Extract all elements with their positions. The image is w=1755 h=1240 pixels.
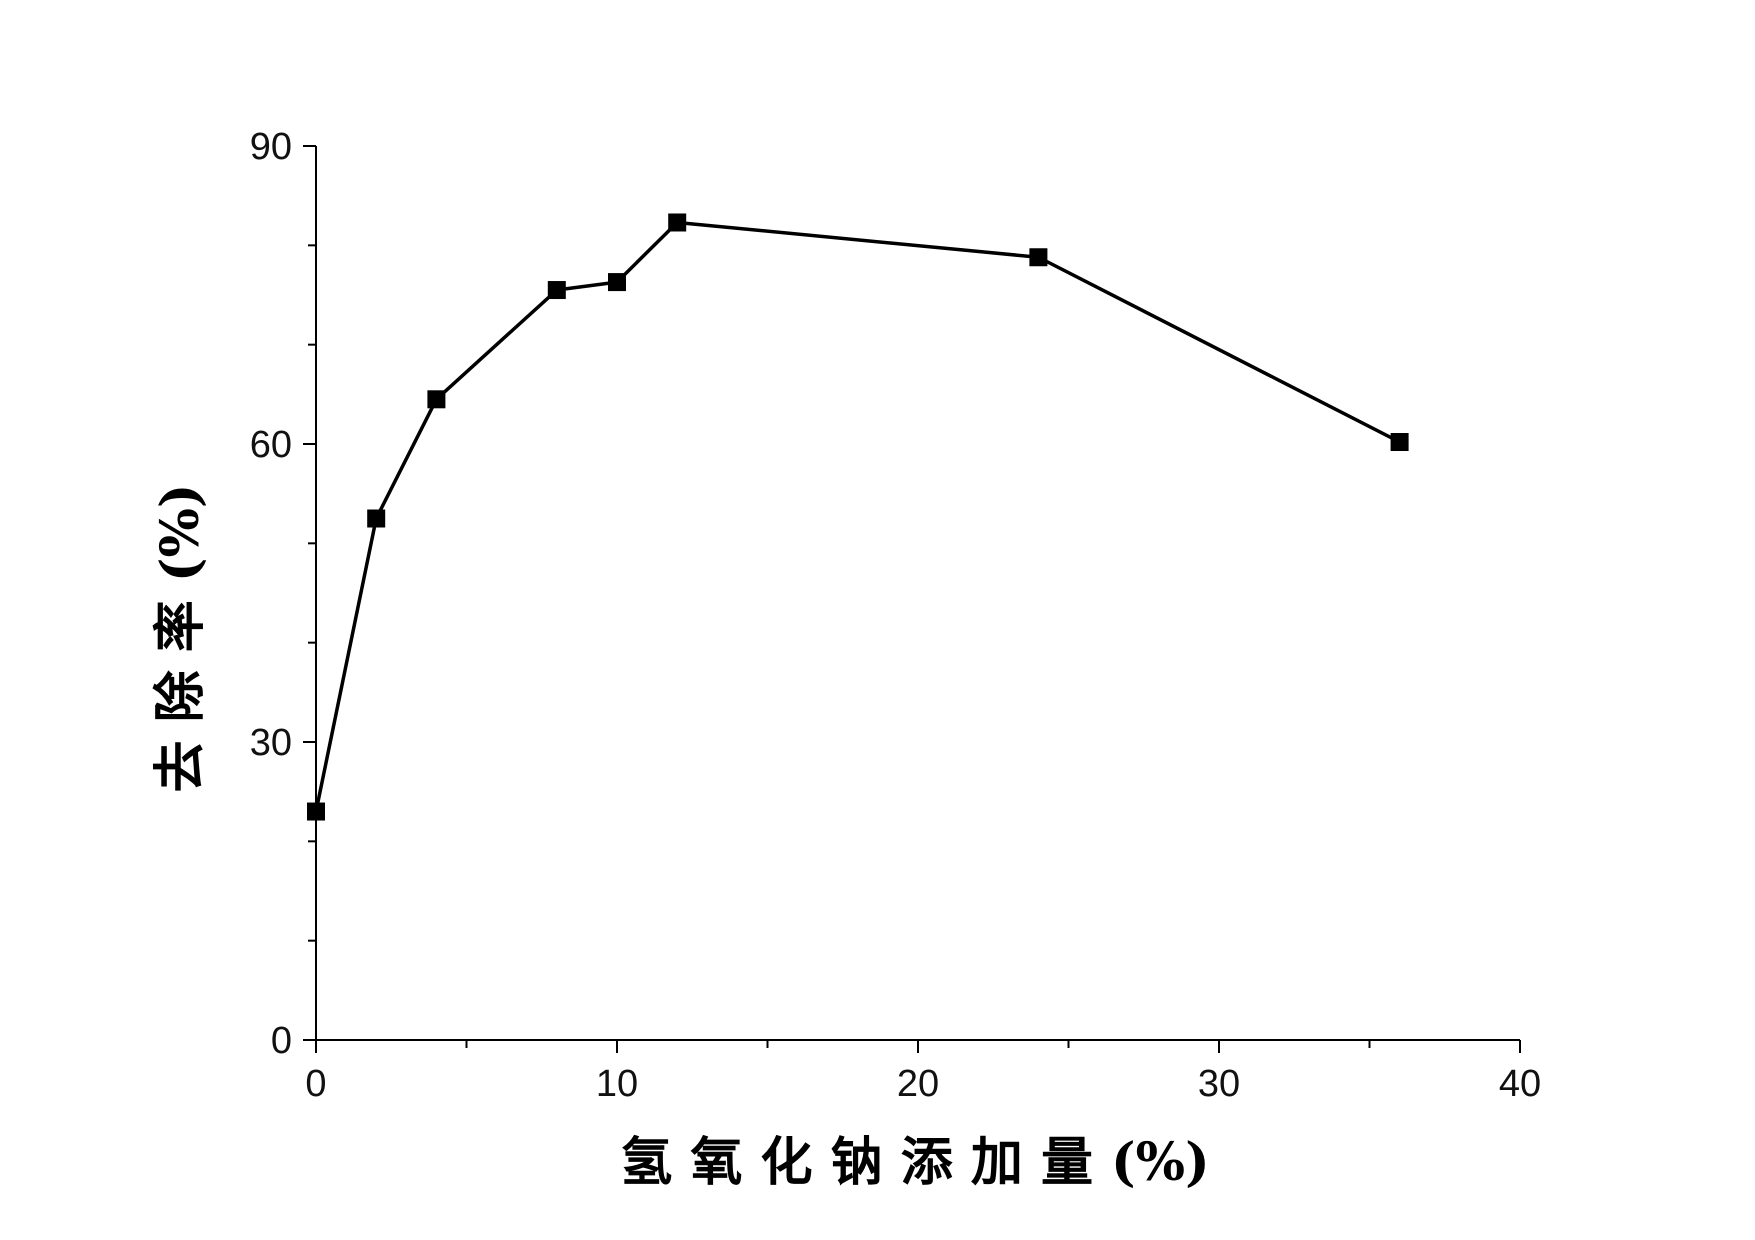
x-tick-label: 40: [1499, 1063, 1541, 1105]
data-point-marker: [668, 213, 687, 232]
y-axis-title: 去 除 率 (%): [150, 484, 211, 793]
x-tick-label: 0: [305, 1063, 326, 1105]
tick-labels: 0 10 20 30 40 0 30 60 90: [250, 126, 1541, 1105]
ticks: [303, 145, 1521, 1053]
y-tick-label: 60: [250, 424, 292, 466]
x-tick-label: 30: [1198, 1063, 1240, 1105]
data-point-marker: [367, 509, 386, 528]
data-point-marker: [547, 281, 566, 300]
series: [307, 213, 1409, 821]
y-tick-label: 90: [250, 126, 292, 168]
x-tick-label: 20: [897, 1063, 939, 1105]
y-tick-label: 30: [250, 722, 292, 764]
data-point-marker: [307, 802, 325, 821]
data-point-marker: [1390, 433, 1409, 452]
data-point-marker: [1029, 248, 1048, 267]
data-point-marker: [427, 390, 446, 409]
series-line: [314, 220, 1401, 812]
x-axis-title: 氢 氧 化 钠 添 加 量 (%): [620, 1132, 1209, 1193]
axes: [315, 146, 1520, 1041]
x-tick-label: 10: [596, 1063, 638, 1105]
data-point-marker: [608, 273, 626, 292]
y-tick-label: 0: [271, 1020, 292, 1062]
